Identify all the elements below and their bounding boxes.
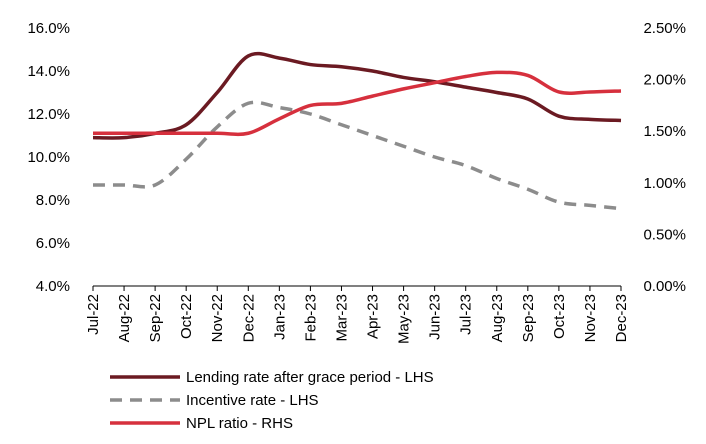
y-left-tick-label: 10.0% — [27, 149, 70, 166]
legend: Lending rate after grace period - LHS Inc… — [110, 369, 434, 432]
y-left-tick-label: 4.0% — [36, 278, 70, 295]
x-tick-label: Mar-23 — [333, 294, 350, 342]
x-tick-label: Dec-22 — [240, 294, 257, 342]
x-tick-label: Aug-22 — [116, 294, 133, 342]
y-right-tick-label: 0.00% — [643, 278, 686, 295]
x-tick-label: Apr-23 — [365, 294, 382, 339]
y-right-tick-label: 2.00% — [643, 72, 686, 89]
y-right-tick-label: 0.50% — [643, 226, 686, 243]
x-tick-label: Dec-23 — [613, 294, 630, 342]
legend-label-0: Lending rate after grace period - LHS — [186, 369, 434, 386]
x-tick-label: Jun-23 — [427, 294, 444, 340]
legend-label-1: Incentive rate - LHS — [186, 392, 319, 409]
x-tick-label: Nov-22 — [209, 294, 226, 342]
y-right-tick-label: 1.00% — [643, 175, 686, 192]
x-tick-label: Feb-23 — [302, 294, 319, 342]
x-tick-label: Jan-23 — [271, 294, 288, 340]
y-left-tick-label: 16.0% — [27, 20, 70, 37]
y-left-tick-label: 12.0% — [27, 106, 70, 123]
x-tick-label: Jul-22 — [85, 294, 102, 335]
x-tick-label: Jul-23 — [458, 294, 475, 335]
axes: 4.0% 6.0% 8.0% 10.0% 12.0% 14.0% 16.0% 0.00% 0.5… — [27, 20, 686, 344]
series-line-0 — [92, 51, 622, 140]
y-left-tick-label: 8.0% — [36, 192, 70, 209]
series-line-2 — [92, 70, 622, 137]
y-left-tick-label: 6.0% — [36, 235, 70, 252]
x-tick-label: May-23 — [396, 294, 413, 344]
series-lines — [92, 51, 622, 211]
y-right-tick-label: 1.50% — [643, 123, 686, 140]
x-tick-label: Oct-22 — [178, 294, 195, 339]
legend-label-2: NPL ratio - RHS — [186, 415, 293, 432]
x-tick-label: Sep-22 — [147, 294, 164, 342]
x-tick-label: Nov-23 — [582, 294, 599, 342]
x-tick-label: Sep-23 — [520, 294, 537, 342]
series-line-1 — [93, 100, 622, 211]
y-right-tick-label: 2.50% — [643, 20, 686, 37]
y-left-tick-label: 14.0% — [27, 63, 70, 80]
x-tick-label: Oct-23 — [551, 294, 568, 339]
x-tick-label: Aug-23 — [489, 294, 506, 342]
